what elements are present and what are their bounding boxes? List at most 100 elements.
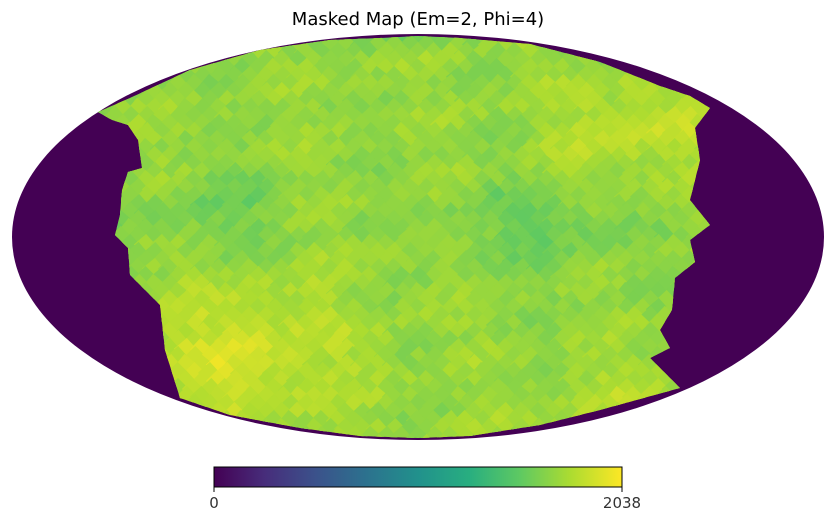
sky-pixel <box>98 433 103 438</box>
sky-pixel <box>701 36 710 43</box>
sky-pixel <box>165 425 191 438</box>
sky-pixel <box>661 36 687 51</box>
sky-pixel <box>101 73 127 99</box>
sky-pixel <box>133 393 159 419</box>
sky-pixel <box>685 65 710 91</box>
sky-pixel <box>685 417 710 438</box>
sky-pixel <box>98 401 103 427</box>
sky-pixel <box>181 425 207 438</box>
sky-pixel <box>653 36 679 43</box>
sky-pixel <box>565 36 591 51</box>
sky-pixel <box>205 417 231 438</box>
sky-pixel <box>213 425 239 438</box>
sky-pixel <box>98 41 111 67</box>
sky-pixel <box>117 41 143 67</box>
sky-pixel <box>157 433 183 438</box>
sky-pixel <box>98 417 119 438</box>
sky-pixel <box>133 425 159 438</box>
sky-pixel <box>589 433 615 438</box>
colorbar: 0 2038 <box>209 466 641 512</box>
sky-pixel <box>109 36 135 59</box>
sky-pixel <box>669 401 695 427</box>
sky-pixel <box>98 385 119 411</box>
sky-pixel <box>98 36 103 43</box>
sky-pixel <box>133 41 159 67</box>
sky-pixel <box>718 434 741 457</box>
sky-pixel <box>165 409 191 435</box>
sky-pixel <box>629 36 655 51</box>
sky-pixel <box>661 409 687 435</box>
sky-pixel <box>149 36 175 51</box>
sky-pixel <box>718 386 741 409</box>
sky-pixel <box>98 73 111 99</box>
sky-pixel <box>245 425 271 438</box>
sky-pixel <box>173 417 199 438</box>
sky-pixel <box>565 425 591 438</box>
sky-pixel <box>98 65 103 91</box>
sky-pixel <box>109 49 135 75</box>
sky-pixel <box>701 385 710 411</box>
sky-pixel <box>669 36 695 59</box>
sky-pixel <box>605 433 631 438</box>
sky-pixel <box>693 41 710 67</box>
sky-pixel <box>221 433 247 438</box>
sky-pixel <box>197 409 223 435</box>
sky-pixel <box>718 18 741 41</box>
sky-pixel <box>718 402 741 425</box>
sky-pixel <box>221 36 247 43</box>
sky-pixel <box>205 433 231 438</box>
sky-pixel <box>157 36 183 59</box>
sky-pixel <box>98 65 119 91</box>
sky-pixel <box>718 34 741 57</box>
sky-pixel <box>693 425 710 438</box>
sky-pixel <box>597 425 623 438</box>
sky-pixel <box>141 401 167 427</box>
sky-pixel <box>637 36 663 59</box>
sky-pixel <box>685 36 710 59</box>
sky-pixel <box>653 401 679 427</box>
sky-pixel <box>301 433 327 438</box>
sky-pixel <box>718 66 741 89</box>
sky-pixel <box>709 57 710 83</box>
sky-pixel <box>149 393 175 419</box>
sky-pixel <box>333 433 359 438</box>
sky-pixel <box>261 425 287 438</box>
sky-pixel <box>253 433 279 438</box>
sky-pixel <box>109 36 135 43</box>
chart-title: Masked Map (Em=2, Phi=4) <box>292 9 544 30</box>
sky-pixel <box>573 433 599 438</box>
sky-pixel <box>98 81 103 107</box>
sky-pixel <box>613 36 639 51</box>
mollweide-map <box>12 18 824 457</box>
sky-pixel <box>405 425 431 438</box>
sky-pixel <box>117 409 143 435</box>
sky-pixel <box>637 433 663 438</box>
sky-pixel <box>109 65 135 91</box>
sky-pixel <box>98 433 119 438</box>
sky-pixel <box>477 433 503 438</box>
sky-pixel <box>701 433 710 438</box>
sky-pixel <box>669 49 695 75</box>
sky-pixel <box>613 409 639 435</box>
sky-pixel <box>718 370 741 393</box>
sky-pixel <box>661 393 687 419</box>
sky-pixel <box>117 36 143 51</box>
sky-pixel <box>621 433 647 438</box>
sky-pixel <box>98 401 119 427</box>
sky-pixel <box>98 36 111 51</box>
sky-pixel <box>98 36 119 59</box>
sky-pixel <box>677 41 703 67</box>
sky-pixel <box>109 433 135 438</box>
sky-pixel <box>165 36 191 51</box>
sky-pixel <box>701 49 710 75</box>
sky-pixel <box>141 417 167 438</box>
sky-pixel <box>597 36 623 51</box>
sky-pixel <box>637 417 663 438</box>
sky-pixel <box>181 36 207 51</box>
sky-pixel <box>653 433 679 438</box>
sky-pixel <box>98 377 111 403</box>
sky-pixel <box>205 36 231 59</box>
sky-pixel <box>141 49 167 75</box>
sky-pixel <box>157 36 183 43</box>
